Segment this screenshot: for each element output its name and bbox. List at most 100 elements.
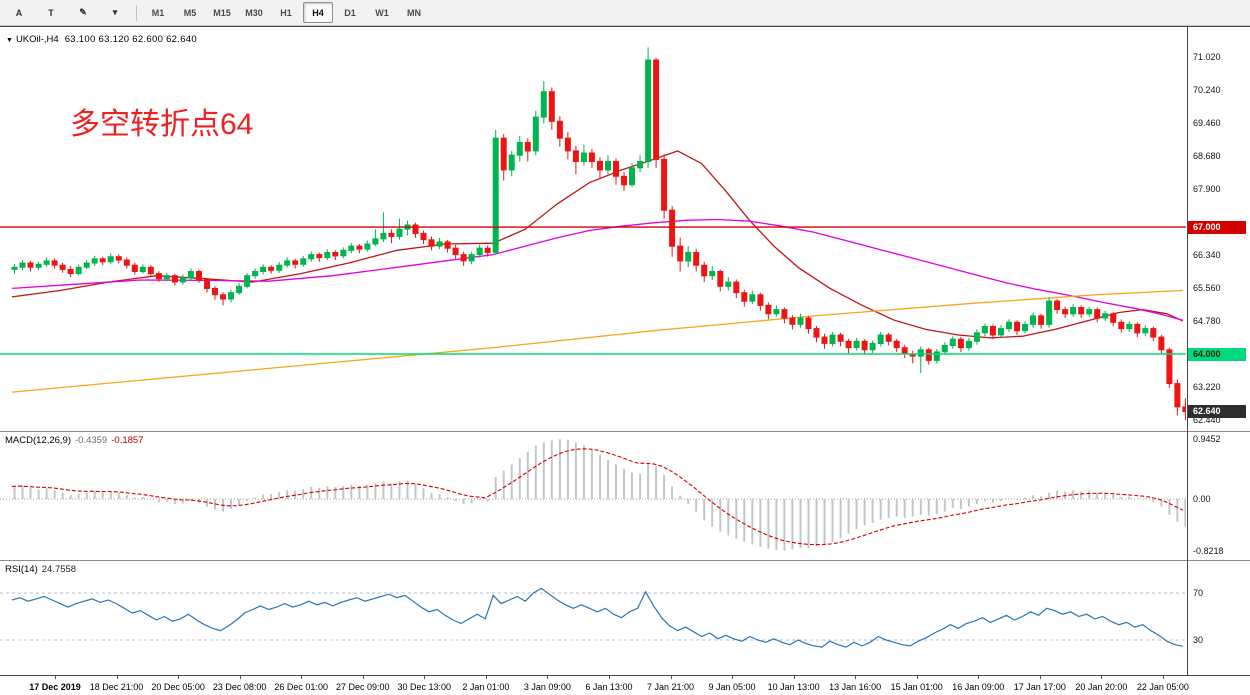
symbol-timeframe-label: UKOil-,H4 [15, 34, 59, 45]
rsi-value: 24.7558 [41, 564, 77, 575]
time-tick [1101, 676, 1103, 679]
toolbar-separator [136, 4, 137, 21]
time-tick [855, 676, 857, 679]
price-axis-tick: 65.560 [1193, 283, 1221, 293]
macd-axis-tick: 0.00 [1193, 494, 1211, 504]
time-axis-label: 22 Jan 05:00 [1136, 682, 1189, 692]
price-axis-tick: 67.900 [1193, 184, 1221, 194]
time-tick [178, 676, 180, 679]
price-axis-tick: 68.680 [1193, 151, 1221, 161]
time-tick [1162, 676, 1164, 679]
timeframe-button-m5[interactable]: M5 [175, 2, 205, 23]
price-axis-tick: 69.460 [1193, 118, 1221, 128]
price-axis-tick: 71.020 [1193, 52, 1221, 62]
rsi-pane: RSI(14) 24.7558 70 30 [0, 561, 1250, 676]
time-axis-label: 6 Jan 13:00 [585, 682, 633, 692]
time-axis-label: 30 Dec 13:00 [397, 682, 452, 692]
time-tick [239, 676, 241, 679]
time-axis-label: 26 Dec 01:00 [274, 682, 328, 692]
hline-price-label-64.000: 64.000 [1188, 347, 1246, 361]
time-tick [608, 676, 610, 679]
arrow-tool-button[interactable]: A [4, 2, 34, 23]
time-tick [301, 676, 303, 679]
macd-name: MACD(12,26,9) [5, 435, 71, 446]
ma-fast-red [11, 150, 1184, 339]
time-tick [116, 676, 118, 679]
time-axis-label: 9 Jan 05:00 [708, 682, 756, 692]
time-axis-label: 20 Jan 20:00 [1075, 682, 1128, 692]
price-axis-tick: 70.240 [1193, 85, 1221, 95]
ma-slow-orange [11, 289, 1183, 393]
time-axis-label: 7 Jan 21:00 [646, 682, 695, 692]
timeframe-button-h4[interactable]: H4 [303, 2, 333, 23]
timeframe-button-m1[interactable]: M1 [143, 2, 173, 23]
macd-axis-tick: -0.8218 [1193, 545, 1224, 556]
ohlc-values: 63.100 63.120 62.600 62.640 [64, 34, 197, 45]
rsi-canvas[interactable] [0, 561, 1186, 675]
time-tick [1039, 676, 1041, 679]
macd-signal-line [11, 448, 1184, 546]
time-tick [732, 676, 734, 679]
time-axis-label: 23 Dec 08:00 [212, 682, 267, 692]
timeframe-button-h1[interactable]: H1 [271, 2, 301, 23]
price-axis-tick: 66.340 [1193, 250, 1221, 260]
time-axis-label: 15 Jan 01:00 [890, 682, 943, 692]
timeframe-button-m30[interactable]: M30 [239, 2, 269, 23]
macd-canvas[interactable] [0, 432, 1186, 560]
draw-tool-button[interactable]: ✎ [68, 2, 98, 23]
rsi-name: RSI(14) [5, 564, 38, 575]
price-axis-tick: 64.780 [1193, 316, 1221, 326]
toolbar: A T ✎ ▾ M1 M5 M15 M30 H1 H4 D1 W1 MN [0, 0, 1250, 26]
time-axis-label: 17 Jan 17:00 [1013, 682, 1066, 692]
price-axis-tick: 62.440 [1193, 415, 1221, 425]
macd-label: MACD(12,26,9) -0.4359 -0.1857 [5, 435, 143, 446]
price-chart-canvas[interactable] [0, 27, 1186, 431]
chart-annotation-text: 多空转折点64 [70, 108, 254, 141]
time-axis[interactable]: 17 Dec 2019 18 Dec 21:00 20 Dec 05:00 23 De… [0, 676, 1250, 695]
price-axis-divider [1187, 27, 1188, 676]
macd-main-value: -0.4359 [75, 435, 108, 446]
symbol-dropdown-icon[interactable]: ▼ [6, 37, 13, 44]
time-axis-label: 10 Jan 13:00 [767, 682, 820, 692]
time-tick [978, 676, 980, 679]
macd-axis-tick: 0.9452 [1193, 434, 1221, 445]
price-axis-tick: 63.220 [1193, 382, 1221, 392]
macd-histogram [13, 439, 1186, 551]
time-axis-label: 27 Dec 09:00 [335, 682, 390, 692]
time-tick [55, 676, 56, 679]
time-tick [916, 676, 918, 679]
time-axis-label: 2 Jan 01:00 [462, 682, 510, 692]
time-tick [547, 676, 549, 679]
time-axis-label: 16 Jan 09:00 [952, 682, 1005, 692]
draw-tool-dropdown[interactable]: ▾ [100, 2, 130, 23]
rsi-axis-tick: 30 [1193, 635, 1204, 645]
rsi-line [11, 587, 1184, 648]
time-tick [670, 676, 672, 679]
current-price-label: 62.640 [1188, 405, 1246, 419]
timeframe-button-d1[interactable]: D1 [335, 2, 365, 23]
rsi-axis-tick: 70 [1193, 588, 1204, 598]
time-tick [793, 676, 795, 679]
macd-pane: MACD(12,26,9) -0.4359 -0.1857 0.9452 0.00 -0… [0, 432, 1250, 561]
tool-button-group: A T ✎ ▾ [4, 2, 130, 23]
chart-window: ▼ UKOil-,H4 63.100 63.120 62.600 62.640 多空… [0, 26, 1250, 695]
ma-mid-magenta [11, 218, 1184, 321]
time-tick [362, 676, 364, 679]
timeframe-button-group: M1 M5 M15 M30 H1 H4 D1 W1 MN [143, 2, 429, 23]
timeframe-button-m15[interactable]: M15 [207, 2, 237, 23]
time-tick [485, 676, 487, 679]
hline-price-label-67.000: 67.000 [1188, 220, 1246, 234]
time-axis-label: 18 Dec 21:00 [89, 682, 144, 692]
time-axis-label: 20 Dec 05:00 [151, 682, 205, 692]
timeframe-button-mn[interactable]: MN [399, 2, 429, 23]
text-tool-button[interactable]: T [36, 2, 66, 23]
price-pane: ▼ UKOil-,H4 63.100 63.120 62.600 62.640 多空… [0, 27, 1250, 432]
timeframe-button-w1[interactable]: W1 [367, 2, 397, 23]
time-tick [424, 676, 426, 679]
time-axis-label: 17 Dec 2019 [29, 682, 81, 692]
chart-title: ▼ UKOil-,H4 63.100 63.120 62.600 62.640 [6, 34, 197, 45]
macd-signal-value: -0.1857 [111, 435, 144, 446]
time-axis-label: 13 Jan 16:00 [829, 682, 882, 692]
time-axis-label: 3 Jan 09:00 [523, 682, 571, 692]
